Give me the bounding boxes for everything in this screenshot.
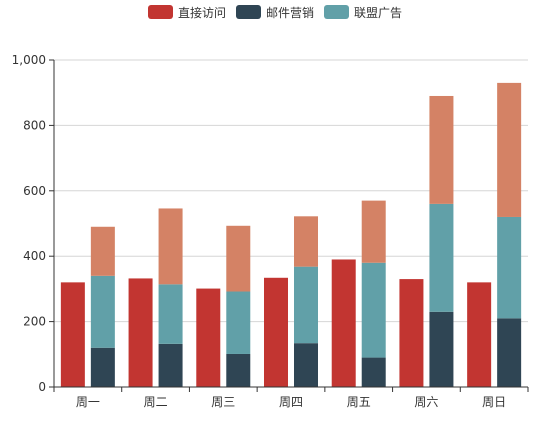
y-tick-label: 800 (23, 118, 46, 132)
y-tick-label: 400 (23, 249, 46, 263)
bar-segment (497, 318, 522, 387)
y-tick-label: 0 (38, 380, 46, 394)
y-tick-label: 1,000 (12, 53, 46, 67)
bar-segment (158, 208, 183, 285)
x-tick-label: 周三 (211, 395, 235, 409)
bar-segment (497, 216, 522, 319)
grid (54, 59, 528, 323)
x-tick-label: 周二 (144, 395, 168, 409)
bar-segment (429, 311, 454, 387)
bar-segment (361, 262, 386, 358)
bar-segment (429, 203, 454, 312)
bar-segment (361, 200, 386, 263)
legend: 直接访问 邮件营销 联盟广告 (148, 5, 402, 20)
bars (60, 82, 522, 387)
legend-label[interactable]: 联盟广告 (354, 6, 402, 20)
legend-swatch[interactable] (236, 5, 261, 19)
bar-segment (467, 282, 492, 387)
bar-segment (399, 279, 424, 387)
bar-segment (226, 225, 251, 292)
bar-segment (497, 82, 522, 217)
x-tick-label: 周日 (482, 395, 506, 409)
y-tick-label: 200 (23, 315, 46, 329)
bar-segment (264, 277, 288, 387)
bar-segment (60, 282, 85, 387)
bar-segment (226, 291, 251, 354)
bar-segment (158, 343, 183, 387)
x-tick-label: 周四 (279, 395, 303, 409)
bar-segment (90, 347, 115, 387)
y-tick-label: 600 (23, 184, 46, 198)
legend-label[interactable]: 直接访问 (178, 5, 226, 20)
bar-segment (196, 288, 221, 387)
bar-segment (361, 357, 386, 387)
bar-segment (331, 259, 356, 387)
x-tick-label: 周一 (76, 395, 100, 409)
bar-segment (90, 226, 115, 276)
bar-segment (294, 266, 318, 344)
bar-segment (128, 278, 153, 387)
legend-label[interactable]: 邮件营销 (266, 6, 314, 20)
bar-segment (158, 284, 183, 344)
legend-swatch[interactable] (324, 5, 349, 19)
x-tick-label: 周五 (347, 395, 371, 409)
bar-segment (294, 343, 318, 387)
x-tick-label: 周六 (414, 395, 438, 409)
bar-segment (429, 95, 454, 204)
legend-swatch[interactable] (148, 5, 173, 19)
bar-segment (90, 275, 115, 348)
bar-segment (294, 216, 318, 267)
bar-segment (226, 353, 251, 387)
axes: 0 200 400 600 800 1,000 周一 周二 周三 周四 周五 周六 周日 (12, 53, 529, 409)
